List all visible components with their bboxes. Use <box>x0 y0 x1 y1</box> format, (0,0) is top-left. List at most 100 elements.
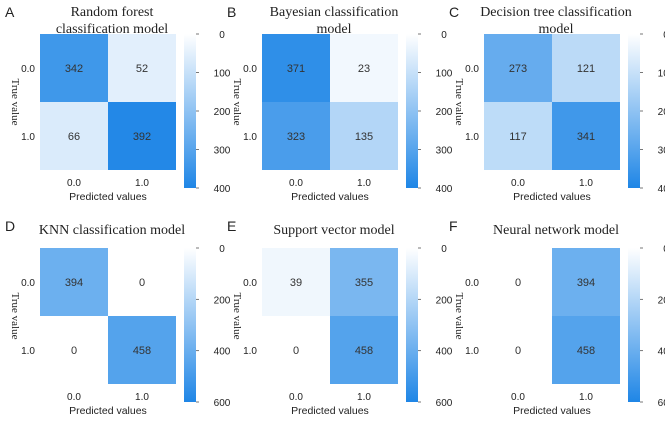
cell-value-label: 355 <box>355 277 373 289</box>
y-tick-label: 0.0 <box>465 278 479 289</box>
cell-value-label: 52 <box>136 63 148 75</box>
y-axis-label: True value <box>9 79 21 126</box>
x-tick-label: 1.0 <box>135 178 149 189</box>
panel-d: D KNN classification model 394 0 0 458 0.0 1.0 0… <box>5 218 231 417</box>
x-axis-label: Predicted values <box>513 405 591 417</box>
heatmap-cell <box>552 316 620 384</box>
y-axis-label: True value <box>231 79 243 126</box>
heatmap-cell <box>330 316 398 384</box>
panel-label: C <box>449 4 459 20</box>
chart-title-line-2: classification model <box>56 22 168 37</box>
cell-value-label: 0 <box>139 277 145 289</box>
cell-value-label: 121 <box>577 63 595 75</box>
panel-label: E <box>227 218 236 234</box>
panel-label: F <box>449 218 458 234</box>
cell-value-label: 394 <box>577 277 595 289</box>
x-tick-label: 1.0 <box>579 178 593 189</box>
cell-value-label: 458 <box>133 345 151 357</box>
chart-title-line-2: model <box>539 22 574 37</box>
colorbar <box>184 34 196 188</box>
chart-title-line-2: model <box>317 22 352 37</box>
colorbar-tick-label: 0 <box>219 244 225 255</box>
panel-b: B Bayesian classification model 371 23 323 135… <box>227 4 453 203</box>
cell-value-label: 392 <box>133 131 151 143</box>
colorbar-tick-label: 0 <box>441 30 447 41</box>
x-tick-label: 0.0 <box>67 392 81 403</box>
colorbar-tick-label: 100 <box>214 69 231 80</box>
colorbar <box>628 248 640 402</box>
colorbar-tick-label: 0 <box>441 244 447 255</box>
colorbar-tick-label: 100 <box>658 69 665 80</box>
chart-title: Neural network model <box>493 223 619 238</box>
colorbar-tick-label: 400 <box>436 347 453 358</box>
y-tick-label: 0.0 <box>21 278 35 289</box>
y-tick-label: 0.0 <box>243 64 257 75</box>
chart-title-line-1: Bayesian classification <box>270 5 399 20</box>
cell-value-label: 273 <box>509 63 527 75</box>
heatmap-cell <box>108 34 176 102</box>
cell-value-label: 394 <box>65 277 83 289</box>
colorbar-tick-label: 0 <box>663 244 665 255</box>
colorbar <box>184 248 196 402</box>
y-axis-label: True value <box>231 293 243 340</box>
x-tick-label: 0.0 <box>511 178 525 189</box>
colorbar-tick-label: 200 <box>658 295 665 306</box>
chart-title-line-1: Decision tree classification <box>480 5 632 20</box>
heatmap-cell <box>262 34 330 102</box>
y-tick-label: 1.0 <box>465 346 479 357</box>
heatmap-cell <box>552 34 620 102</box>
colorbar-tick-label: 400 <box>214 347 231 358</box>
cell-value-label: 0 <box>293 345 299 357</box>
cell-value-label: 458 <box>355 345 373 357</box>
colorbar-tick-label: 600 <box>214 398 231 409</box>
colorbar <box>406 248 418 402</box>
colorbar-tick-label: 0 <box>219 30 225 41</box>
y-tick-label: 1.0 <box>243 346 257 357</box>
colorbar-tick-label: 200 <box>436 295 453 306</box>
x-axis-label: Predicted values <box>291 405 369 417</box>
colorbar-tick-label: 300 <box>436 146 453 157</box>
x-tick-label: 0.0 <box>511 392 525 403</box>
y-tick-label: 1.0 <box>465 132 479 143</box>
cell-value-label: 66 <box>68 131 80 143</box>
panel-c: C Decision tree classification model 273 121… <box>449 4 665 203</box>
y-axis-label: True value <box>453 293 465 340</box>
panel-e: E Support vector model 39 355 0 458 0.0 1.0 0.0 1… <box>227 218 453 417</box>
heatmap-cell <box>108 316 176 384</box>
colorbar-tick-label: 400 <box>214 184 231 195</box>
x-tick-label: 1.0 <box>357 178 371 189</box>
heatmap-cell <box>552 248 620 316</box>
heatmap-cell <box>484 248 552 316</box>
colorbar-tick-label: 0 <box>663 30 665 41</box>
heatmap-cell <box>40 34 108 102</box>
cell-value-label: 458 <box>577 345 595 357</box>
heatmap-cell <box>552 102 620 170</box>
x-tick-label: 1.0 <box>135 392 149 403</box>
heatmap-cell <box>330 102 398 170</box>
heatmap-cell <box>262 316 330 384</box>
x-axis-label: Predicted values <box>69 405 147 417</box>
heatmap-cell <box>40 102 108 170</box>
panel-label: B <box>227 4 236 20</box>
x-tick-label: 1.0 <box>579 392 593 403</box>
cell-value-label: 0 <box>515 345 521 357</box>
cell-value-label: 23 <box>358 63 370 75</box>
panel-label: A <box>5 4 15 20</box>
heatmap-cell <box>484 34 552 102</box>
colorbar <box>406 34 418 188</box>
y-axis-label: True value <box>9 293 21 340</box>
colorbar-tick-label: 100 <box>436 69 453 80</box>
chart-title: Support vector model <box>273 223 394 238</box>
x-tick-label: 0.0 <box>289 392 303 403</box>
heatmap-cell <box>262 248 330 316</box>
panel-label: D <box>5 218 15 234</box>
cell-value-label: 341 <box>577 131 595 143</box>
y-tick-label: 1.0 <box>21 346 35 357</box>
heatmap-cell <box>108 102 176 170</box>
cell-value-label: 323 <box>287 131 305 143</box>
cell-value-label: 39 <box>290 277 302 289</box>
cell-value-label: 0 <box>515 277 521 289</box>
x-axis-label: Predicted values <box>69 191 147 203</box>
y-tick-label: 1.0 <box>21 132 35 143</box>
cell-value-label: 0 <box>71 345 77 357</box>
